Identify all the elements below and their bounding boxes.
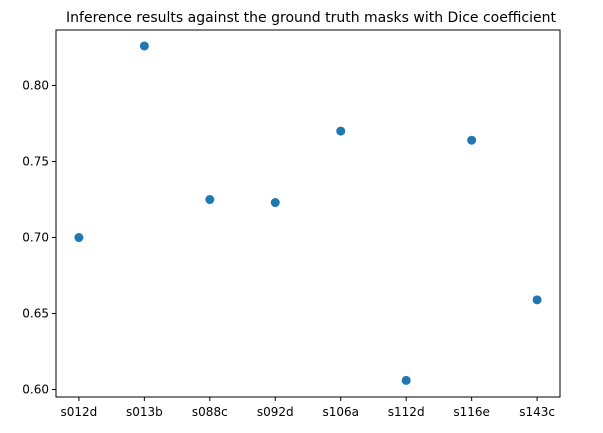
data-point	[74, 233, 84, 243]
x-tick-label: s106a	[322, 405, 359, 419]
y-tick-label: 0.80	[22, 78, 49, 92]
x-tick-label: s112d	[388, 405, 425, 419]
axes-frame	[55, 29, 561, 398]
data-point	[270, 198, 280, 208]
data-point	[336, 126, 346, 136]
x-tick-label: s088c	[192, 405, 228, 419]
x-tick-label: s116e	[453, 405, 490, 419]
x-tick-label: s012d	[61, 405, 98, 419]
data-point	[401, 375, 411, 385]
data-point	[205, 195, 215, 205]
x-tick-label: s013b	[126, 405, 163, 419]
plot-area: 0.60 0.65 0.70 0.75 0.80 s012d s013b s088c s092d…	[22, 29, 561, 419]
x-tick-label: s092d	[257, 405, 294, 419]
data-point	[532, 295, 542, 305]
y-tick-label: 0.65	[22, 307, 49, 321]
chart-title: Inference results against the ground tru…	[66, 10, 556, 26]
data-point	[467, 135, 477, 145]
x-tick-label: s143c	[519, 405, 555, 419]
data-point	[139, 41, 149, 51]
y-tick-label: 0.70	[22, 231, 49, 245]
y-tick-label: 0.75	[22, 155, 49, 169]
y-tick-label: 0.60	[22, 383, 49, 397]
